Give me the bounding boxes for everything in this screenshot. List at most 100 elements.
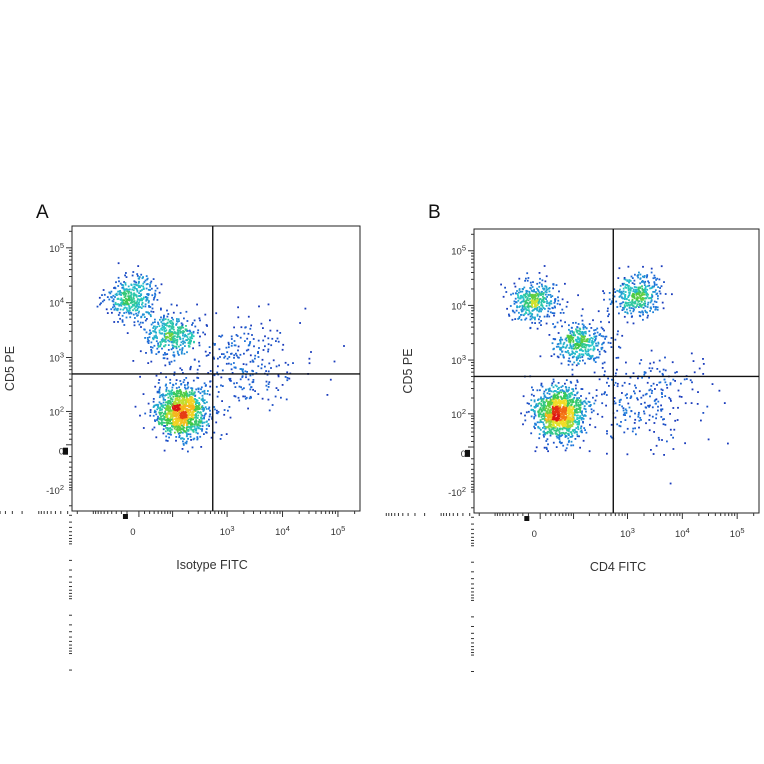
data-point <box>221 369 224 372</box>
data-point <box>652 291 655 293</box>
data-point <box>584 429 586 431</box>
data-point <box>619 346 622 349</box>
data-point <box>531 295 533 298</box>
data-point <box>642 318 644 321</box>
data-point <box>653 300 656 303</box>
data-point <box>180 330 182 333</box>
data-point <box>173 354 176 357</box>
data-point <box>548 307 551 310</box>
data-point <box>541 305 544 308</box>
data-point <box>112 300 115 303</box>
data-point <box>212 356 215 359</box>
data-point <box>135 302 138 304</box>
data-point <box>165 333 167 335</box>
data-point <box>191 337 194 340</box>
data-point <box>529 297 531 300</box>
data-point <box>221 353 223 355</box>
data-point <box>133 324 136 327</box>
data-point <box>173 374 176 376</box>
data-point <box>691 381 693 384</box>
data-point <box>124 282 127 284</box>
data-point <box>150 280 153 283</box>
data-point <box>181 410 184 413</box>
data-point <box>126 303 129 305</box>
data-point <box>178 410 180 413</box>
data-point <box>182 426 185 428</box>
data-point <box>131 301 133 304</box>
data-point <box>580 337 582 340</box>
data-point <box>153 405 155 407</box>
data-point <box>112 303 115 306</box>
data-point <box>560 415 563 418</box>
data-point <box>603 391 606 394</box>
data-point <box>242 395 245 398</box>
x-tick-label: 103 <box>220 524 235 538</box>
data-point <box>537 410 540 413</box>
data-point <box>573 355 575 358</box>
data-point <box>558 415 561 418</box>
data-point <box>648 281 650 284</box>
data-point <box>674 419 677 422</box>
data-point <box>160 372 162 375</box>
y-axis-title: CD5 PE <box>401 348 415 393</box>
data-point <box>577 346 579 349</box>
data-point <box>649 297 652 299</box>
data-point <box>552 287 554 290</box>
data-point <box>540 408 543 411</box>
data-point <box>622 407 625 410</box>
data-point <box>267 348 270 351</box>
data-point <box>658 359 661 362</box>
data-point <box>569 340 572 343</box>
data-point <box>660 392 663 394</box>
data-point <box>548 401 551 404</box>
data-point <box>170 337 173 339</box>
data-point <box>184 411 187 414</box>
data-point <box>547 450 549 453</box>
data-point <box>216 371 219 374</box>
data-point <box>182 440 184 443</box>
data-point <box>556 409 559 412</box>
data-point <box>556 423 559 426</box>
data-point <box>192 347 194 350</box>
data-point <box>250 386 252 389</box>
data-point <box>215 385 218 388</box>
data-point <box>136 273 139 275</box>
data-point <box>159 332 162 335</box>
data-point <box>674 371 677 374</box>
data-point <box>299 322 301 324</box>
data-point <box>623 431 626 434</box>
data-point <box>183 317 185 320</box>
data-point <box>706 405 709 408</box>
data-point <box>181 437 183 440</box>
data-point <box>164 330 167 333</box>
data-point <box>183 394 186 397</box>
data-point <box>198 397 201 399</box>
data-point <box>547 405 550 408</box>
data-point <box>645 311 647 313</box>
data-point <box>152 337 154 339</box>
data-point <box>192 416 195 419</box>
data-point <box>267 343 270 346</box>
data-point <box>578 338 580 341</box>
data-point <box>207 423 210 425</box>
data-point <box>534 297 536 300</box>
data-point <box>536 309 539 312</box>
data-point <box>543 390 546 393</box>
data-point <box>567 363 570 366</box>
data-point <box>639 311 642 314</box>
data-point <box>527 313 530 316</box>
data-point <box>181 394 184 397</box>
data-point <box>157 321 159 324</box>
data-point <box>184 407 187 410</box>
data-point <box>662 307 665 310</box>
data-point <box>113 321 116 323</box>
data-point <box>574 409 576 411</box>
data-point <box>171 417 174 419</box>
data-point <box>168 328 171 331</box>
data-point <box>542 295 544 298</box>
data-point <box>579 406 582 409</box>
data-point <box>597 348 599 351</box>
data-point <box>208 393 211 396</box>
data-point <box>536 421 539 424</box>
